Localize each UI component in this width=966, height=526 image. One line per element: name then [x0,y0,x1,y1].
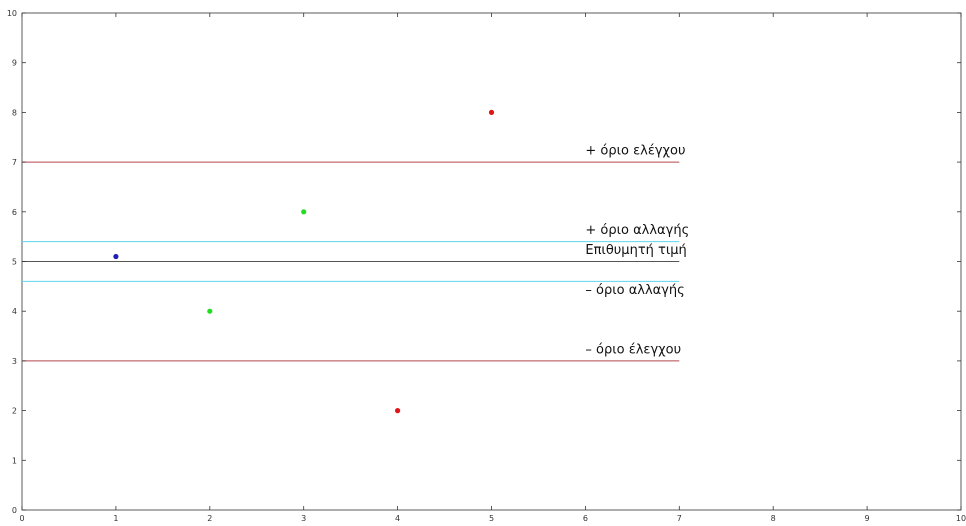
line-annotation: – όριο έλεγχου [585,342,681,357]
x-tick-label: 4 [395,514,400,523]
data-points [113,109,495,414]
line-annotation: + όριο αλλαγής [585,223,689,238]
x-tick-label: 8 [771,514,776,523]
x-tick-label: 5 [489,514,494,523]
x-tick-label: 3 [301,514,306,523]
x-tick-label: 1 [113,514,118,523]
data-point [113,253,119,260]
x-tick-label: 7 [677,514,682,523]
y-tick-label: 6 [12,208,17,217]
y-axis: 0 1 2 3 4 5 6 7 8 9 10 [7,9,961,515]
y-tick-label: 1 [12,456,17,465]
x-axis: 0 1 2 3 4 5 6 7 8 9 10 [19,13,966,523]
line-annotation: Επιθυμητή τιμή [585,243,686,258]
y-tick-label: 3 [12,357,17,366]
y-tick-label: 2 [12,407,17,416]
y-tick-label: 7 [12,158,17,167]
y-tick-label: 4 [12,307,17,316]
x-tick-label: 6 [583,514,588,523]
data-point [395,408,401,414]
line-annotation: – όριο αλλαγής [585,283,684,298]
line-annotation: + όριο ελέγχου [585,144,685,159]
data-point [301,209,307,215]
y-tick-label: 9 [12,59,17,68]
line-annotations: + όριο ελέγχου + όριο αλλαγής Επιθυμητή τι… [585,144,689,358]
y-tick-label: 8 [12,108,17,117]
y-tick-label: 10 [7,9,17,18]
x-tick-label: 2 [207,514,212,523]
x-tick-label: 9 [865,514,870,523]
x-tick-label: 10 [956,514,966,523]
y-tick-label: 0 [12,506,17,515]
data-point [488,109,495,115]
x-tick-label: 0 [19,514,24,523]
y-tick-label: 5 [12,258,17,267]
data-point [207,308,213,314]
reference-lines [22,161,680,362]
